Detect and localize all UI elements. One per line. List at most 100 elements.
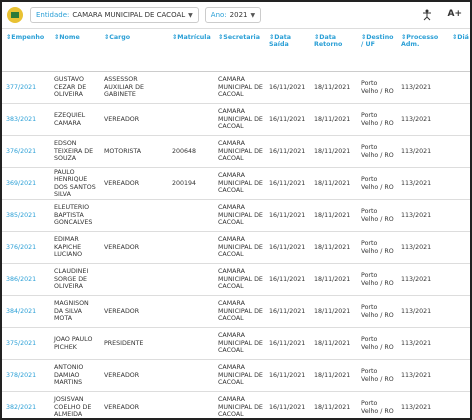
table-row: 386/2021 CLAUDINEI SORGE DE OLIVEIRA CAMAR… <box>2 263 470 296</box>
table-cell[interactable]: 384/2021 <box>2 295 50 328</box>
table-row: 384/2021 MAGNISON DA SILVA MOTA VEREADOR CA… <box>2 295 470 328</box>
table-cell: 113/2021 <box>397 231 448 264</box>
table-cell: 18/11/2021 <box>310 391 357 418</box>
table-cell: Porto Velho / RO <box>357 295 397 328</box>
table-row: 375/2021 JOAO PAULO PICHEK PRESIDENTE CAMAR… <box>2 327 470 360</box>
table-cell: CAMARA MUNICIPAL DE CACOAL <box>214 359 265 392</box>
column-header[interactable]: Destino / UF <box>357 29 397 72</box>
column-header[interactable]: Nome <box>50 29 100 72</box>
year-select[interactable]: Ano: 2021 ▼ <box>204 7 262 23</box>
table-cell <box>448 263 470 296</box>
table-cell <box>168 295 214 328</box>
table-cell: Porto Velho / RO <box>357 103 397 136</box>
table-cell: 16/11/2021 <box>265 359 310 392</box>
arrow: ▼ <box>188 11 193 19</box>
table-cell <box>448 327 470 360</box>
table-cell: 113/2021 <box>397 391 448 418</box>
table-cell: Porto Velho / RO <box>357 231 397 264</box>
logo <box>7 7 23 23</box>
column-header[interactable]: Matrícula <box>168 29 214 72</box>
table-cell: 18/11/2021 <box>310 103 357 136</box>
table-cell: 18/11/2021 <box>310 231 357 264</box>
table-row: 376/2021 EDIMAR KAPICHE LUCIANO VEREADOR CA… <box>2 231 470 264</box>
table-cell: ELEUTERIO BAPTISTA GONCALVES <box>50 199 100 232</box>
table-cell: 18/11/2021 <box>310 71 357 104</box>
table-cell: PAULO HENRIQUE DOS SANTOS SILVA <box>50 167 100 200</box>
table-cell: 18/11/2021 <box>310 167 357 200</box>
table-cell <box>168 327 214 360</box>
table-cell: VEREADOR <box>100 359 168 392</box>
table-cell <box>168 359 214 392</box>
table-cell: VEREADOR <box>100 391 168 418</box>
table-cell: Porto Velho / RO <box>357 327 397 360</box>
table-cell[interactable]: 369/2021 <box>2 167 50 200</box>
font-size-button[interactable]: A+ <box>447 9 462 19</box>
table-row: 369/2021 PAULO HENRIQUE DOS SANTOS SILVA V… <box>2 167 470 200</box>
table-cell: 16/11/2021 <box>265 199 310 232</box>
table-row: 385/2021 ELEUTERIO BAPTISTA GONCALVES CAMA… <box>2 199 470 232</box>
table-cell: 18/11/2021 <box>310 359 357 392</box>
tools: A+ <box>421 9 470 21</box>
table-cell: 113/2021 <box>397 199 448 232</box>
table-cell: Porto Velho / RO <box>357 391 397 418</box>
table-cell: 18/11/2021 <box>310 199 357 232</box>
table-cell[interactable]: 383/2021 <box>2 103 50 136</box>
column-header[interactable]: Empenho <box>2 29 50 72</box>
column-header[interactable]: Data Retorno <box>310 29 357 72</box>
table-cell <box>448 167 470 200</box>
table-cell[interactable]: 377/2021 <box>2 71 50 104</box>
table-cell <box>448 231 470 264</box>
table-cell: Porto Velho / RO <box>357 71 397 104</box>
table-cell[interactable]: 376/2021 <box>2 231 50 264</box>
table-cell: 16/11/2021 <box>265 231 310 264</box>
table-cell: 113/2021 <box>397 295 448 328</box>
table-cell: JOAO PAULO PICHEK <box>50 327 100 360</box>
table-cell[interactable]: 385/2021 <box>2 199 50 232</box>
table-cell: CLAUDINEI SORGE DE OLIVEIRA <box>50 263 100 296</box>
table-cell <box>168 263 214 296</box>
table-cell: CAMARA MUNICIPAL DE CACOAL <box>214 167 265 200</box>
table-cell: 16/11/2021 <box>265 327 310 360</box>
table-cell: ASSESSOR AUXILIAR DE GABINETE <box>100 71 168 104</box>
column-header[interactable]: Cargo <box>100 29 168 72</box>
label: Entidade: <box>36 11 70 19</box>
table-cell: Porto Velho / RO <box>357 199 397 232</box>
table-cell <box>168 103 214 136</box>
table-cell: CAMARA MUNICIPAL DE CACOAL <box>214 391 265 418</box>
table-cell <box>168 71 214 104</box>
table-cell[interactable]: 386/2021 <box>2 263 50 296</box>
table-cell[interactable]: 375/2021 <box>2 327 50 360</box>
table-cell: 16/11/2021 <box>265 135 310 168</box>
table-cell: GUSTAVO CEZAR DE OLIVEIRA <box>50 71 100 104</box>
table-cell <box>448 135 470 168</box>
column-header[interactable]: Diá <box>448 29 470 72</box>
column-header[interactable]: Processo Adm. <box>397 29 448 72</box>
table-cell: Porto Velho / RO <box>357 167 397 200</box>
table-cell: 18/11/2021 <box>310 135 357 168</box>
table-cell: 18/11/2021 <box>310 295 357 328</box>
table-cell: CAMARA MUNICIPAL DE CACOAL <box>214 71 265 104</box>
table-cell: 16/11/2021 <box>265 103 310 136</box>
value: CAMARA MUNICIPAL DE CACOAL <box>72 11 186 19</box>
table-cell: Porto Velho / RO <box>357 263 397 296</box>
table-cell: PRESIDENTE <box>100 327 168 360</box>
column-header[interactable]: Secretaria <box>214 29 265 72</box>
table-cell: CAMARA MUNICIPAL DE CACOAL <box>214 135 265 168</box>
accessibility-button[interactable] <box>421 9 433 21</box>
column-header[interactable]: Data Saída <box>265 29 310 72</box>
entity-select[interactable]: Entidade: CAMARA MUNICIPAL DE CACOAL ▼ <box>30 7 199 23</box>
table-cell <box>100 263 168 296</box>
table-cell: MAGNISON DA SILVA MOTA <box>50 295 100 328</box>
table-row: 378/2021 ANTONIO DAMIAO MARTINS VEREADOR CA… <box>2 359 470 392</box>
table-row: 383/2021 EZEQUIEL CAMARA VEREADOR CAMARA MU… <box>2 103 470 136</box>
value: 2021 <box>229 11 248 19</box>
table: EmpenhoNomeCargoMatrículaSecretariaData … <box>2 29 470 418</box>
table-cell <box>448 359 470 392</box>
table-cell: EDIMAR KAPICHE LUCIANO <box>50 231 100 264</box>
table-cell[interactable]: 378/2021 <box>2 359 50 392</box>
table-cell[interactable]: 376/2021 <box>2 135 50 168</box>
table-cell[interactable]: 382/2021 <box>2 391 50 418</box>
table-cell <box>448 295 470 328</box>
table-cell: 16/11/2021 <box>265 263 310 296</box>
table-cell: 16/11/2021 <box>265 391 310 418</box>
